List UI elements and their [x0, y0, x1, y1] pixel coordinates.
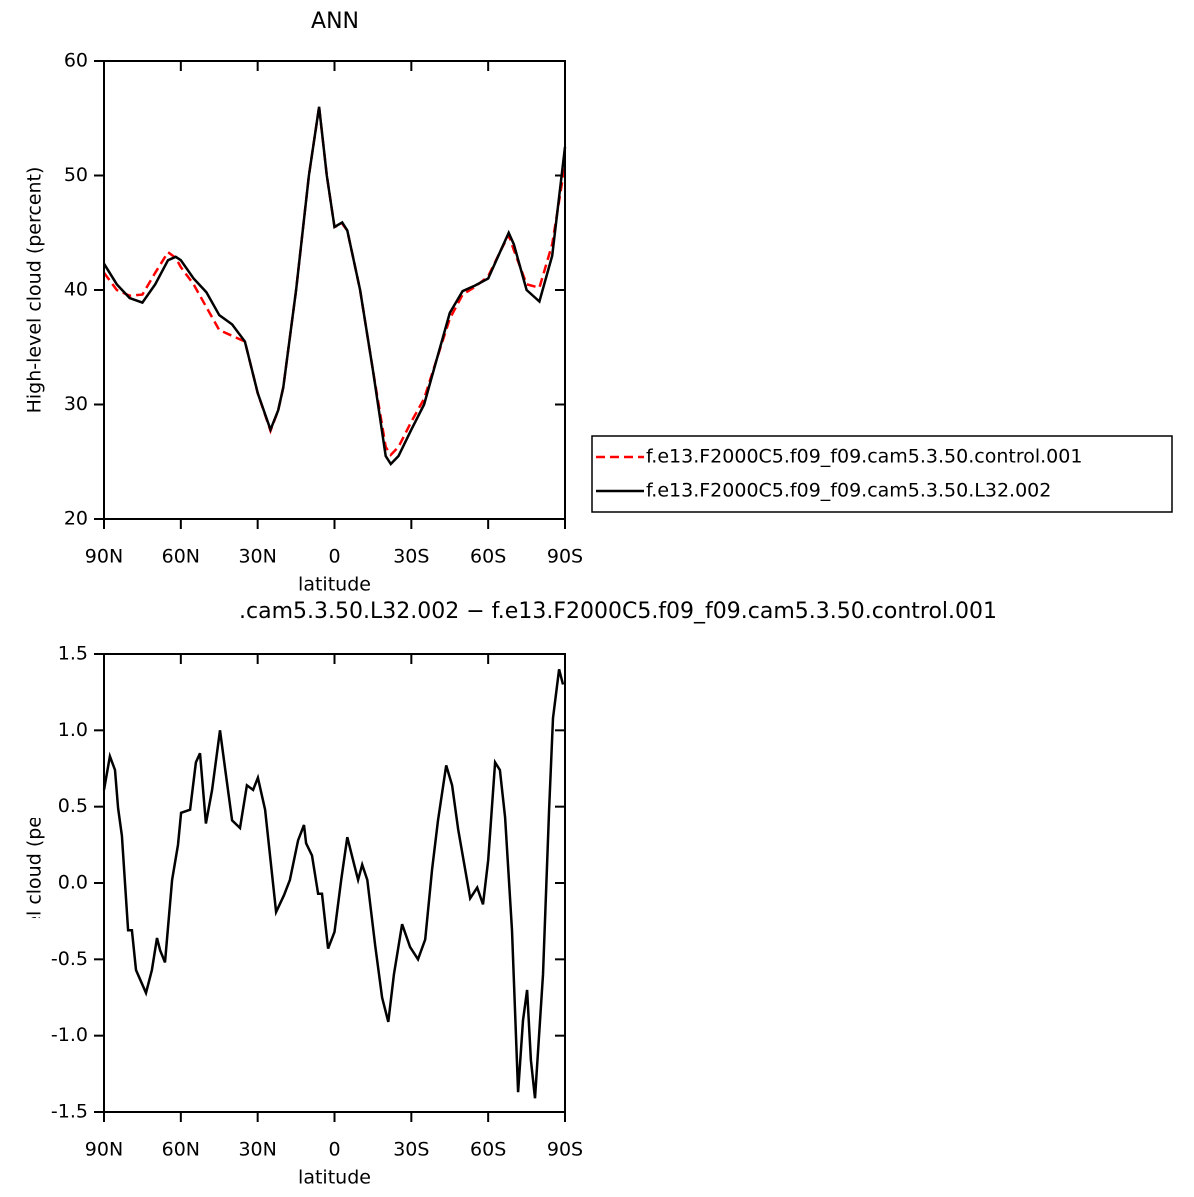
- y-tick-label: -1.0: [51, 1024, 88, 1046]
- chart-title: ANN: [311, 9, 359, 34]
- x-tick-label: 60N: [162, 1139, 200, 1161]
- y-tick-label: 0.5: [58, 795, 88, 817]
- y-tick-label: 60: [64, 50, 88, 72]
- y-tick-label: 20: [64, 508, 88, 530]
- chart-title: .cam5.3.50.L32.002 − f.e13.F2000C5.f09_f…: [239, 599, 997, 624]
- series-line: [102, 668, 565, 1099]
- y-tick-label: 1.0: [58, 719, 88, 741]
- x-tick-label: 30N: [238, 546, 276, 568]
- y-tick-label: -1.5: [51, 1101, 88, 1123]
- y-tick-label: 50: [64, 164, 88, 186]
- x-tick-label: 30S: [393, 1139, 429, 1161]
- x-tick-label: 90S: [547, 1139, 583, 1161]
- y-tick-label: 30: [64, 393, 88, 415]
- x-tick-label: 90N: [85, 546, 123, 568]
- legend-label: f.e13.F2000C5.f09_f09.cam5.3.50.L32.002: [646, 480, 1051, 502]
- x-tick-label: 60N: [162, 546, 200, 568]
- y-tick-label: 0.0: [58, 872, 88, 894]
- x-tick-label: 60S: [470, 546, 506, 568]
- x-axis-label: latitude: [298, 574, 371, 596]
- x-tick-label: 60S: [470, 1139, 506, 1161]
- x-tick-label: 90S: [547, 546, 583, 568]
- y-axis-label: High-level cloud (percent): [24, 167, 46, 414]
- plot-frame: [103, 653, 566, 1113]
- x-tick-label: 90N: [85, 1139, 123, 1161]
- legend-box: [591, 435, 1173, 513]
- legend-label: f.e13.F2000C5.f09_f09.cam5.3.50.control.…: [646, 446, 1082, 468]
- series-line: [102, 106, 567, 467]
- x-tick-label: 0: [328, 1139, 340, 1161]
- y-axis-label: High-level cloud (percent): [24, 760, 46, 1007]
- x-axis-label: latitude: [298, 1167, 371, 1189]
- x-tick-label: 0: [328, 546, 340, 568]
- y-tick-label: 1.5: [58, 643, 88, 665]
- plot-frame: [103, 60, 566, 520]
- y-tick-label: 40: [64, 279, 88, 301]
- series-line: [102, 106, 567, 457]
- x-tick-label: 30S: [393, 546, 429, 568]
- x-tick-label: 30N: [238, 1139, 276, 1161]
- y-tick-label: -0.5: [51, 948, 88, 970]
